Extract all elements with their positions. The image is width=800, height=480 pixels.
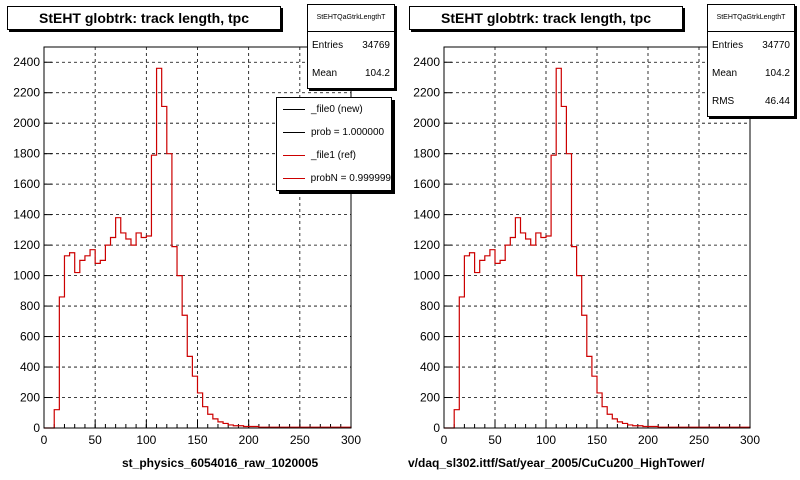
y-tick-label: 1400 [413,208,440,222]
y-tick-label: 800 [420,299,440,313]
x-tick-label: 100 [536,433,556,447]
right-chart-title: StEHT globtrk: track length, tpc [409,6,683,30]
left-stats-mean-row: Mean 104.2 [308,60,394,88]
y-tick-label: 1600 [413,177,440,191]
legend-entry: probN = 0.999999 [277,167,391,190]
legend-line-swatch [283,132,305,133]
y-tick-label: 2400 [13,55,40,69]
legend-entry: _file0 (new) [277,98,391,121]
right-x-axis-title: v/daq_sl302.ittf/Sat/year_2005/CuCu200_H… [408,456,705,470]
left-entries-value: 34769 [362,40,390,51]
left-x-axis-title: st_physics_6054016_raw_1020005 [122,456,319,470]
x-tick-label: 250 [290,433,310,447]
y-tick-label: 200 [420,391,440,405]
x-tick-label: 50 [88,433,102,447]
x-tick-label: 0 [441,433,448,447]
plot-area [444,47,750,428]
right-rms-value: 46.44 [764,96,790,107]
left-histogram-panel: 0 200 400 600 800 1000 1200 1400 1600 1800 2000 220… [7,4,395,470]
right-entries-value: 34770 [762,40,790,51]
legend-line-swatch [283,109,305,110]
y-tick-label: 2000 [13,116,40,130]
legend-line-swatch [283,155,305,156]
x-tick-label: 250 [689,433,709,447]
right-stats-box: StEHTQaGtrkLengthT Entries 34770 Mean 10… [707,4,795,117]
right-mean-label: Mean [712,68,738,79]
y-tick-label: 1000 [413,269,440,283]
legend-label: _file0 (new) [311,104,363,115]
y-tick-label: 0 [33,421,40,435]
x-tick-label: 300 [341,433,361,447]
y-tick-label: 400 [420,360,440,374]
legend-entry: _file1 (ref) [277,144,391,167]
x-tick-label: 200 [638,433,658,447]
y-tick-label: 200 [20,391,40,405]
y-tick-label: 600 [20,330,40,344]
y-tick-label: 2000 [413,116,440,130]
y-tick-label: 0 [433,421,440,435]
left-stats-entries-row: Entries 34769 [308,32,394,60]
y-tick-label: 1200 [413,238,440,252]
right-mean-value: 104.2 [764,68,790,79]
left-mean-value: 104.2 [364,68,390,79]
right-histogram-svg: 0200400600800100012001400160018002000220… [413,46,760,447]
left-stats-box: StEHTQaGtrkLengthT Entries 34769 Mean 10… [307,4,395,89]
right-rms-label: RMS [712,96,735,107]
y-tick-label: 400 [20,360,40,374]
y-tick-label: 1200 [13,238,40,252]
y-tick-label: 1800 [413,147,440,161]
right-histogram-panel: 0 200 400 600 800 1000 1200 1400 1600 1800 2000 220… [400,0,800,480]
legend-entry: prob = 1.000000 [277,121,391,144]
plot-frame [43,46,352,429]
y-tick-label: 2400 [413,55,440,69]
x-tick-label: 100 [136,433,156,447]
y-tick-label: 1800 [13,147,40,161]
x-tick-label: 0 [41,433,48,447]
x-tick-label: 300 [740,433,760,447]
left-chart-title: StEHT globtrk: track length, tpc [7,6,281,30]
y-tick-label: 600 [420,330,440,344]
right-entries-label: Entries [712,40,744,51]
y-tick-label: 2200 [413,86,440,100]
right-stats-rms-row: RMS 46.44 [708,88,794,116]
x-tick-label: 50 [488,433,502,447]
left-legend: _file0 (new) prob = 1.000000 _file1 (ref… [276,97,392,191]
y-tick-label: 1600 [13,177,40,191]
right-stats-mean-row: Mean 104.2 [708,60,794,88]
x-tick-label: 150 [587,433,607,447]
right-stats-entries-row: Entries 34770 [708,32,794,60]
legend-line-swatch [283,178,305,179]
histogram-series-line [44,67,352,429]
left-stats-name: StEHTQaGtrkLengthT [308,5,394,32]
plot-frame [443,46,751,429]
y-tick-label: 800 [20,299,40,313]
histogram-series-line [444,67,751,429]
x-tick-label: 200 [239,433,259,447]
left-entries-label: Entries [312,40,344,51]
y-tick-label: 1000 [13,269,40,283]
legend-label: probN = 0.999999 [310,173,391,184]
right-stats-name: StEHTQaGtrkLengthT [708,5,794,32]
x-tick-label: 150 [187,433,207,447]
left-mean-label: Mean [312,68,338,79]
legend-label: prob = 1.000000 [311,127,385,138]
y-tick-label: 2200 [13,86,40,100]
y-tick-label: 1400 [13,208,40,222]
legend-label: _file1 (ref) [311,150,357,161]
